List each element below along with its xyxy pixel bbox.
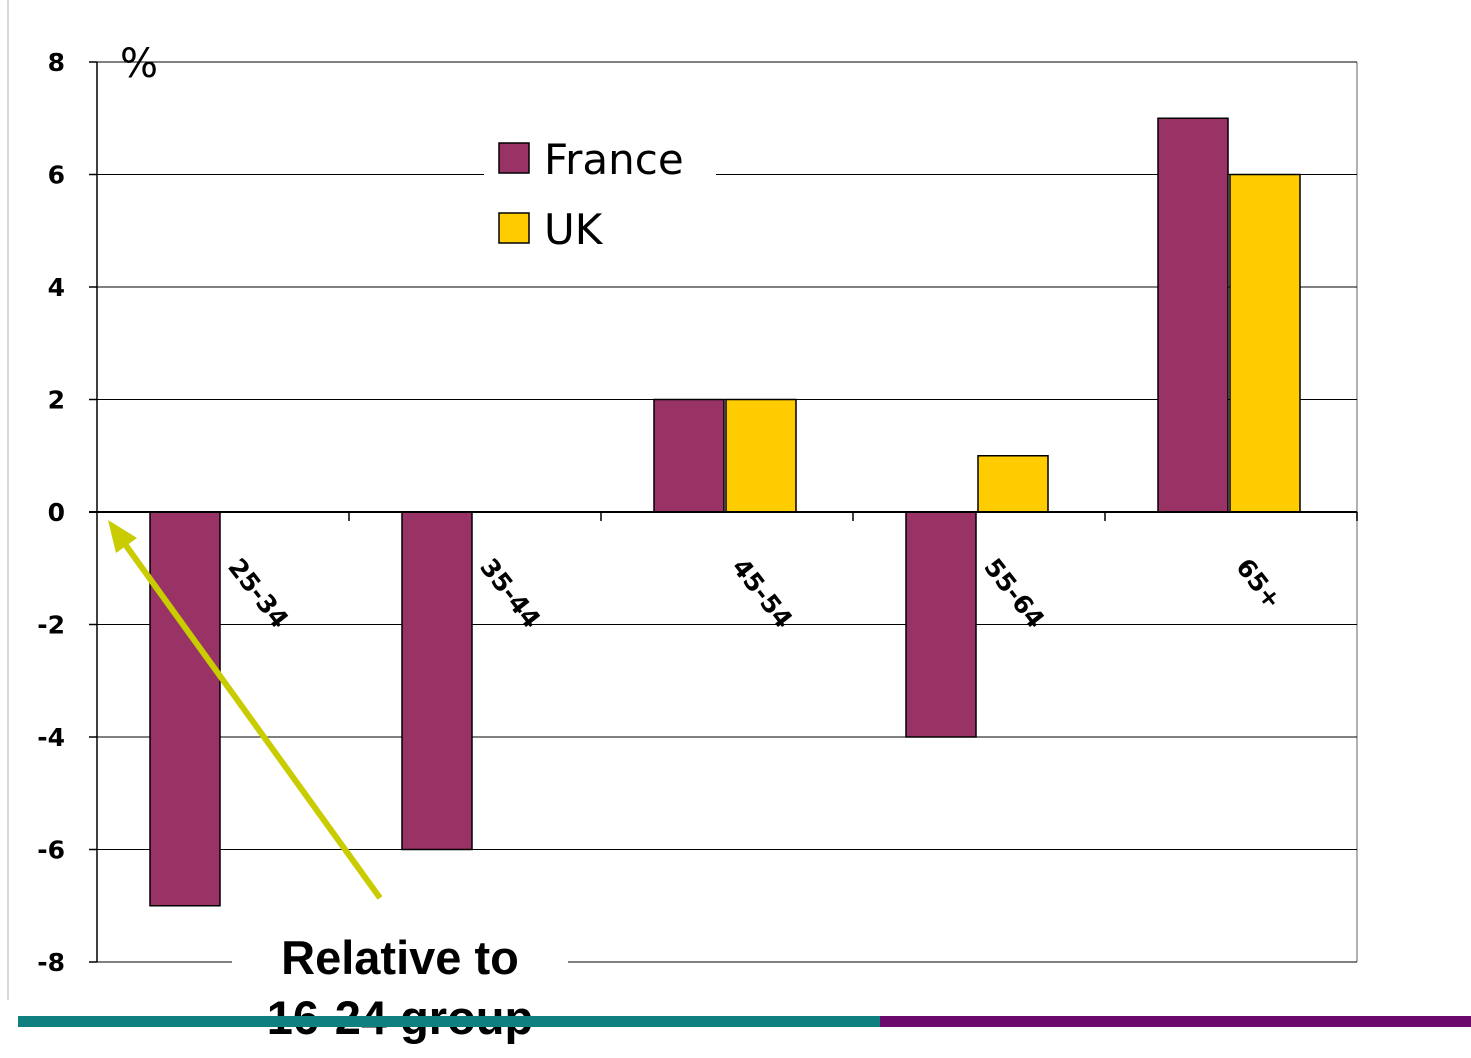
- legend: France UK: [484, 128, 716, 258]
- category-label: 65+: [1230, 553, 1287, 615]
- annotation-line-1: Relative to: [281, 931, 519, 984]
- bar-uk-65+: [1229, 173, 1301, 513]
- category-label: 35-44: [474, 553, 546, 634]
- bar-france-35-44: [401, 511, 473, 851]
- y-tick-label: -2: [37, 611, 65, 640]
- bar-france-65+: [1157, 117, 1229, 513]
- category-labels: 25-34 35-44 45-54 55-64 65+: [222, 553, 1287, 634]
- legend-swatch-uk: [498, 212, 530, 244]
- bar-france-45-54: [653, 398, 725, 513]
- y-tick-label: 4: [48, 273, 65, 302]
- legend-label-uk: UK: [544, 205, 604, 254]
- bar-france-25-34: [149, 511, 221, 907]
- category-label: 25-34: [222, 553, 294, 634]
- arrow-head: [108, 520, 137, 553]
- y-tick-labels: 8 6 4 2 0 -2 -4 -6 -8: [37, 48, 65, 977]
- y-tick-label: -4: [37, 723, 65, 752]
- bars: [149, 117, 1301, 907]
- legend-swatch-france: [498, 142, 530, 174]
- category-label: 55-64: [978, 553, 1050, 634]
- y-tick-label: 8: [48, 48, 65, 77]
- axes: [89, 61, 1358, 963]
- footer-rule-left: [18, 1016, 880, 1027]
- legend-label-france: France: [544, 135, 684, 184]
- y-tick-label: -6: [37, 836, 65, 865]
- bar-france-55-64: [905, 511, 977, 738]
- bar-uk-45-54: [725, 398, 797, 513]
- annotation-box: Relative to 16-24 group: [232, 922, 568, 1058]
- category-label: 45-54: [726, 553, 798, 634]
- footer-rule-right: [880, 1016, 1471, 1027]
- annotation-arrow: [108, 520, 383, 900]
- arrow-shaft: [119, 538, 383, 900]
- y-unit-label: %: [120, 41, 158, 87]
- bar-uk-55-64: [977, 455, 1049, 513]
- y-tick-label: -8: [37, 948, 65, 977]
- y-tick-label: 2: [48, 386, 65, 415]
- y-tick-label: 6: [48, 161, 65, 190]
- y-tick-label: 0: [48, 498, 65, 527]
